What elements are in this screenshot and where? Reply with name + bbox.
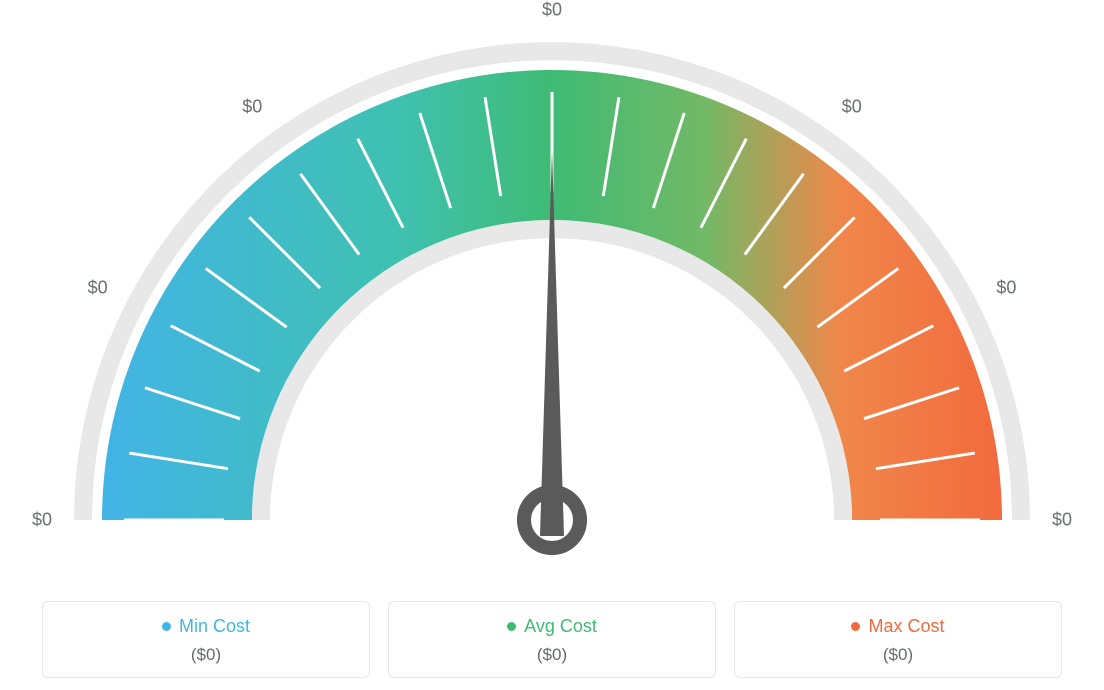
legend-label-avg: Avg Cost [389,616,715,637]
gauge-tick-label: $0 [32,510,52,531]
legend-label-max: Max Cost [735,616,1061,637]
legend-value-max: ($0) [735,645,1061,665]
legend-card-min: Min Cost ($0) [42,601,370,678]
gauge-tick-label: $0 [542,0,562,21]
gauge-tick-label: $0 [242,97,262,118]
gauge-tick-label: $0 [842,97,862,118]
legend-card-max: Max Cost ($0) [734,601,1062,678]
legend-row: Min Cost ($0) Avg Cost ($0) Max Cost ($0… [42,601,1062,678]
legend-value-min: ($0) [43,645,369,665]
gauge-tick-label: $0 [996,278,1016,299]
gauge-svg [0,0,1104,570]
gauge-chart-container: $0 $0 $0 $0 $0 $0 $0 Min Cost ($0) Avg Cost ($… [0,0,1104,690]
legend-card-avg: Avg Cost ($0) [388,601,716,678]
legend-label-min: Min Cost [43,616,369,637]
gauge-tick-label: $0 [88,278,108,299]
legend-value-avg: ($0) [389,645,715,665]
gauge-area: $0 $0 $0 $0 $0 $0 $0 [0,0,1104,570]
gauge-tick-label: $0 [1052,510,1072,531]
